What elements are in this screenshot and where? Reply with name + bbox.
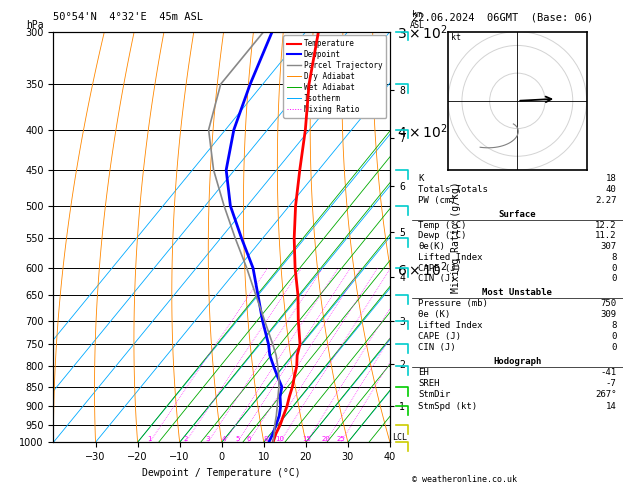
Text: km
ASL: km ASL [409, 10, 425, 30]
Text: 0: 0 [611, 332, 616, 341]
Text: 25: 25 [337, 436, 345, 442]
Text: 22.06.2024  06GMT  (Base: 06): 22.06.2024 06GMT (Base: 06) [412, 12, 593, 22]
Text: 20: 20 [321, 436, 330, 442]
Text: 267°: 267° [595, 390, 616, 399]
Text: 2: 2 [184, 436, 188, 442]
Text: 3: 3 [206, 436, 210, 442]
Text: θe (K): θe (K) [418, 310, 450, 319]
Text: 0: 0 [611, 343, 616, 352]
Text: Lifted Index: Lifted Index [418, 253, 483, 262]
Text: CIN (J): CIN (J) [418, 343, 456, 352]
Text: hPa: hPa [26, 19, 44, 30]
Text: 5: 5 [235, 436, 240, 442]
Text: K: K [418, 174, 424, 183]
Text: -7: -7 [606, 379, 616, 388]
Text: 14: 14 [606, 401, 616, 411]
Text: 40: 40 [606, 185, 616, 194]
Text: 50°54'N  4°32'E  45m ASL: 50°54'N 4°32'E 45m ASL [53, 12, 203, 22]
Y-axis label: Mixing Ratio (g/kg): Mixing Ratio (g/kg) [451, 181, 461, 293]
Text: Pressure (mb): Pressure (mb) [418, 299, 488, 308]
Text: 4: 4 [222, 436, 226, 442]
Text: 15: 15 [302, 436, 311, 442]
Text: LCL: LCL [392, 433, 407, 442]
Text: 18: 18 [606, 174, 616, 183]
Text: Temp (°C): Temp (°C) [418, 221, 467, 229]
Text: 10: 10 [276, 436, 284, 442]
Text: CAPE (J): CAPE (J) [418, 264, 461, 273]
Text: kt: kt [451, 33, 461, 42]
Text: Most Unstable: Most Unstable [482, 288, 552, 297]
Text: 12.2: 12.2 [595, 221, 616, 229]
Text: Totals Totals: Totals Totals [418, 185, 488, 194]
Text: Hodograph: Hodograph [493, 357, 542, 366]
Text: CAPE (J): CAPE (J) [418, 332, 461, 341]
Text: 0: 0 [611, 264, 616, 273]
Text: 8: 8 [611, 253, 616, 262]
Text: StmDir: StmDir [418, 390, 450, 399]
Text: StmSpd (kt): StmSpd (kt) [418, 401, 477, 411]
X-axis label: Dewpoint / Temperature (°C): Dewpoint / Temperature (°C) [142, 468, 301, 478]
Text: SREH: SREH [418, 379, 440, 388]
Text: 8: 8 [264, 436, 268, 442]
Text: 6: 6 [246, 436, 250, 442]
Text: -41: -41 [600, 368, 616, 377]
Text: 8: 8 [611, 321, 616, 330]
Text: EH: EH [418, 368, 429, 377]
Text: 309: 309 [600, 310, 616, 319]
Text: θe(K): θe(K) [418, 242, 445, 251]
Text: 2.27: 2.27 [595, 196, 616, 205]
Text: PW (cm): PW (cm) [418, 196, 456, 205]
Text: 307: 307 [600, 242, 616, 251]
Text: 11.2: 11.2 [595, 231, 616, 241]
Legend: Temperature, Dewpoint, Parcel Trajectory, Dry Adiabat, Wet Adiabat, Isotherm, Mi: Temperature, Dewpoint, Parcel Trajectory… [283, 35, 386, 118]
Text: CIN (J): CIN (J) [418, 275, 456, 283]
Text: Surface: Surface [499, 210, 536, 219]
Text: 1: 1 [147, 436, 152, 442]
Text: 0: 0 [611, 275, 616, 283]
Text: Lifted Index: Lifted Index [418, 321, 483, 330]
Text: 750: 750 [600, 299, 616, 308]
Text: Dewp (°C): Dewp (°C) [418, 231, 467, 241]
Text: © weatheronline.co.uk: © weatheronline.co.uk [412, 474, 517, 484]
